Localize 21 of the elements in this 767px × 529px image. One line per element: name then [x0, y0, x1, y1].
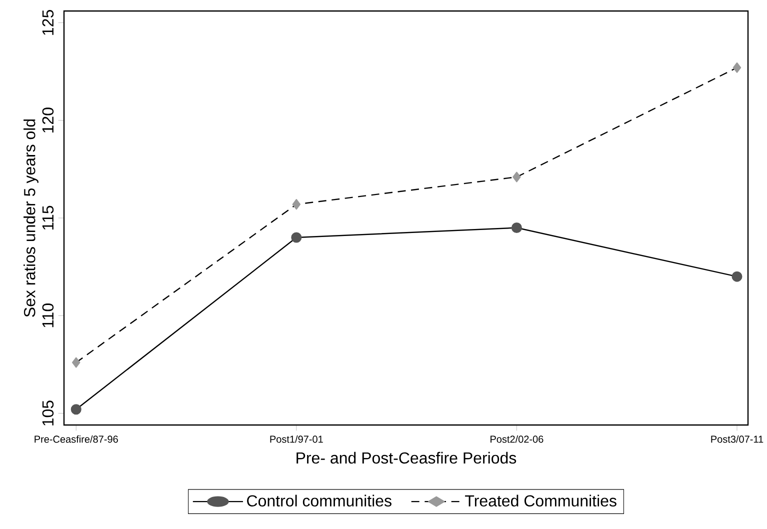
- point: [732, 62, 742, 73]
- y-tick-label: 105: [42, 400, 54, 426]
- y-tick-label: 120: [42, 108, 54, 132]
- point: [291, 232, 302, 243]
- x-tick-label: Post1/97-01: [270, 435, 323, 443]
- y-tick-label: 110: [42, 304, 54, 328]
- point: [72, 357, 80, 368]
- x-tick-label: Pre-Ceasfire/87-96: [34, 435, 118, 443]
- point: [732, 271, 742, 282]
- y-tick-label: 115: [42, 206, 54, 230]
- x-axis-title: Pre- and Post-Ceasfire Periods: [296, 452, 516, 464]
- x-tick-label: Post3/07-11: [711, 435, 764, 443]
- legend-label: Control communities: [247, 494, 392, 507]
- x-tick-label: Post2/02-06: [490, 435, 544, 443]
- point: [70, 404, 82, 415]
- y-tick-label: 125: [42, 10, 54, 35]
- y-axis-title: Sex ratios under 5 years old: [24, 119, 38, 317]
- point: [512, 172, 521, 182]
- point: [292, 199, 301, 210]
- legend-label: Treated Communities: [465, 494, 616, 507]
- point: [511, 222, 522, 234]
